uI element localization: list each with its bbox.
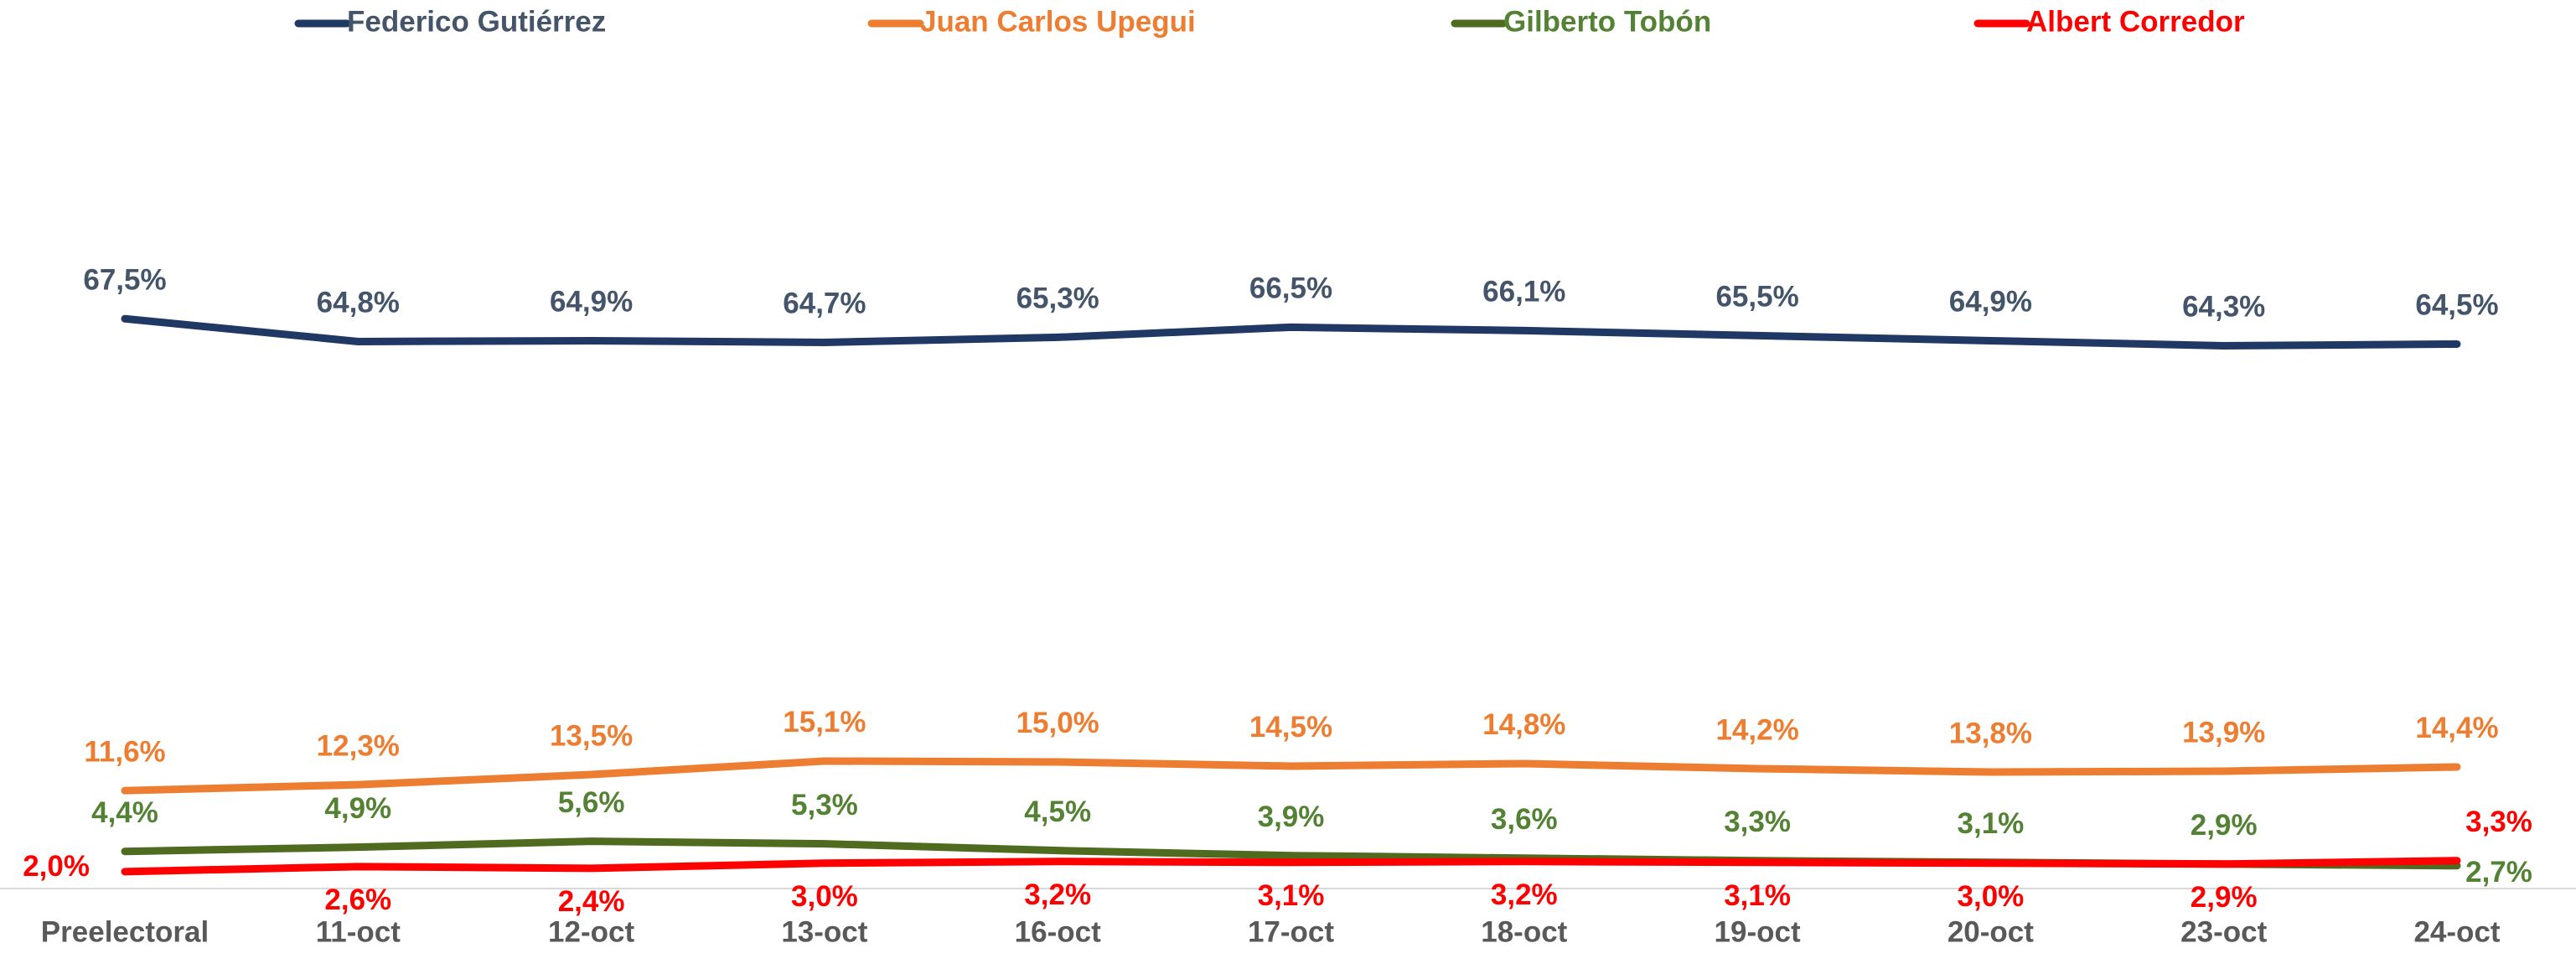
data-label: 64,5% <box>2415 289 2498 322</box>
x-tick-label: 17-oct <box>1248 915 1334 948</box>
legend-label: Juan Carlos Upegui <box>920 5 1196 38</box>
data-label: 14,4% <box>2415 712 2498 744</box>
x-tick-label: 11-oct <box>316 915 401 948</box>
data-label: 13,8% <box>1949 717 2032 749</box>
data-label: 64,8% <box>317 287 400 319</box>
x-tick-label: 20-oct <box>1948 915 2034 948</box>
legend-label: Albert Corredor <box>2026 5 2245 38</box>
data-label: 2,4% <box>558 885 625 918</box>
data-label: 65,3% <box>1016 282 1099 315</box>
data-label: 3,0% <box>1958 880 2025 913</box>
data-label: 3,3% <box>2465 806 2532 838</box>
x-tick-label: Preelectoral <box>41 915 209 948</box>
data-label: 4,9% <box>324 792 391 825</box>
data-label: 2,0% <box>23 850 90 883</box>
data-label: 14,2% <box>1715 713 1798 746</box>
data-label: 3,2% <box>1024 878 1091 911</box>
data-label: 13,5% <box>550 719 633 752</box>
data-label: 13,9% <box>2182 716 2265 749</box>
data-label: 3,6% <box>1491 803 1558 836</box>
data-label: 12,3% <box>317 729 400 762</box>
data-label: 5,3% <box>791 789 858 821</box>
data-label: 14,8% <box>1482 708 1565 741</box>
data-label: 66,5% <box>1249 272 1332 305</box>
data-label: 3,3% <box>1724 806 1791 838</box>
data-label: 3,0% <box>791 880 858 913</box>
data-label: 11,6% <box>84 735 165 768</box>
data-label: 64,9% <box>1949 286 2032 319</box>
data-label: 66,1% <box>1482 276 1565 308</box>
data-label: 2,7% <box>2465 856 2532 889</box>
data-label: 5,6% <box>558 786 625 819</box>
x-tick-label: 16-oct <box>1015 915 1101 948</box>
x-tick-label: 23-oct <box>2180 915 2267 948</box>
x-tick-label: 24-oct <box>2413 915 2500 948</box>
data-label: 64,3% <box>2182 291 2265 324</box>
data-label: 3,9% <box>1258 801 1325 833</box>
data-label: 2,6% <box>324 884 391 916</box>
series-line <box>121 857 2461 876</box>
data-label: 14,5% <box>1249 711 1332 744</box>
x-tick-label: 18-oct <box>1481 915 1567 948</box>
data-label: 2,9% <box>2191 881 2258 914</box>
data-label: 64,9% <box>550 286 633 319</box>
x-tick-label: 13-oct <box>781 915 867 948</box>
x-tick-label: 19-oct <box>1715 915 1801 948</box>
x-tick-label: 12-oct <box>548 915 634 948</box>
data-label: 3,1% <box>1258 879 1325 912</box>
data-label: 3,1% <box>1724 879 1791 912</box>
legend-label: Gilberto Tobón <box>1503 5 1711 38</box>
data-label: 15,1% <box>783 706 866 738</box>
series-line <box>121 314 2461 350</box>
data-label: 2,9% <box>2191 809 2258 842</box>
data-label: 4,5% <box>1024 795 1091 828</box>
data-label: 67,5% <box>83 264 166 297</box>
data-label: 15,0% <box>1016 707 1099 739</box>
data-label: 3,1% <box>1958 807 2025 840</box>
data-label: 65,5% <box>1715 281 1798 314</box>
series-line <box>121 757 2461 795</box>
data-label: 3,2% <box>1491 878 1558 911</box>
data-label: 64,7% <box>783 288 866 320</box>
legend-label: Federico Gutiérrez <box>347 5 606 38</box>
data-label: 4,4% <box>91 796 158 829</box>
